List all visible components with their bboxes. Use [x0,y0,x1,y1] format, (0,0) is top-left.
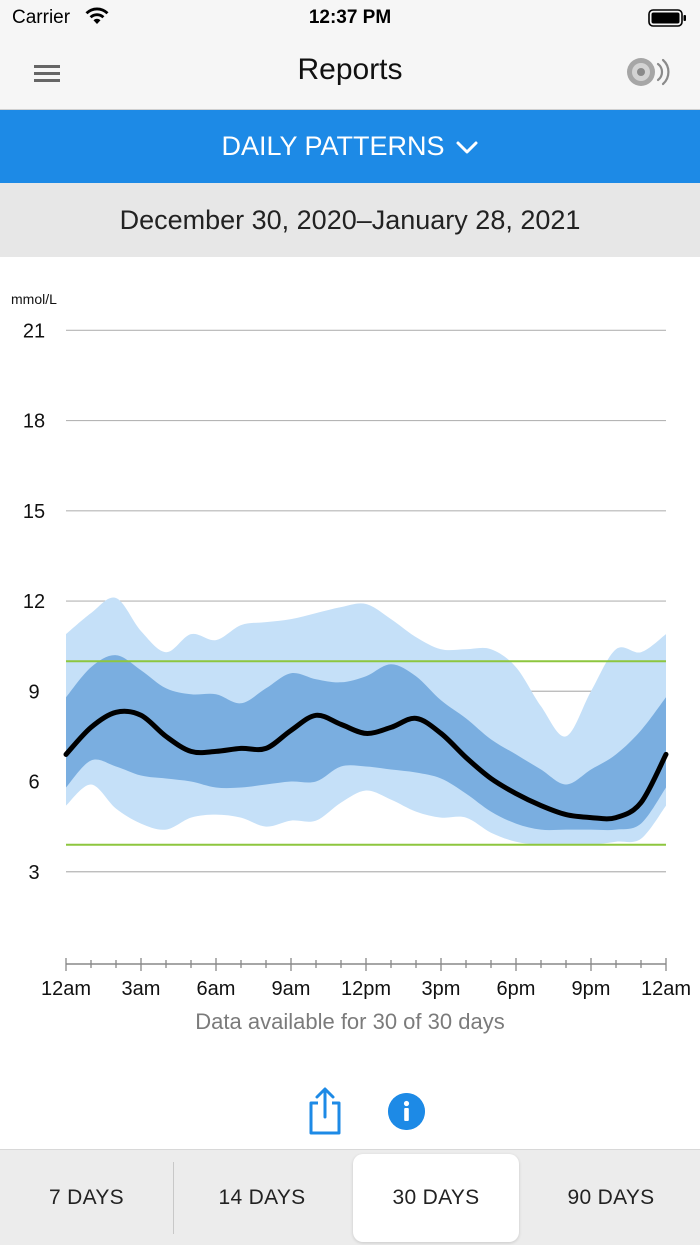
date-range-label: December 30, 2020–January 28, 2021 [119,204,581,235]
daily-patterns-chart: mmol/L 3 6 9 12 15 18 21 12am 3am 6am 9am 12pm 3pm 6pm… [11,291,691,1000]
share-icon[interactable] [306,1086,344,1136]
status-time: 12:37 PM [308,7,392,28]
sensor-scan-icon[interactable] [624,52,670,92]
status-bar: Carrier 12:37 PM [0,0,700,36]
median-line [63,708,669,822]
date-range-bar: December 30, 2020–January 28, 2021 [0,183,700,257]
x-tick-label: 6am [197,978,236,1000]
y-tick-label: 18 [23,411,45,433]
x-tick-label: 3pm [422,978,461,1000]
y-tick-label: 15 [23,501,45,523]
x-tick-label: 9pm [572,978,611,1000]
battery-icon [648,9,686,27]
y-tick-label: 3 [28,862,39,884]
y-tick-label: 6 [28,772,39,794]
tab-7-days[interactable]: 7 DAYS [49,1186,124,1209]
wifi-icon [85,7,109,24]
time-range-tab-bar: 7 DAYS 14 DAYS 30 DAYS 90 DAYS [0,1149,700,1245]
page-title: Reports [297,53,403,86]
tab-90-days[interactable]: 90 DAYS [567,1186,655,1209]
data-availability-text: Data available for 30 of 30 days [195,1009,505,1034]
y-tick-label: 12 [23,591,45,613]
x-tick-label: 12am [641,978,691,1000]
carrier-label: Carrier [12,7,71,28]
navigation-bar: Reports [0,36,700,110]
x-tick-label: 12pm [341,978,391,1000]
tab-divider [173,1162,174,1234]
tab-14-days[interactable]: 14 DAYS [218,1186,306,1209]
y-tick-label: 21 [23,320,45,342]
hamburger-menu-icon[interactable] [28,58,64,88]
y-axis-unit-label: mmol/L [11,291,57,307]
x-tick-label: 6pm [497,978,536,1000]
chevron-down-icon [456,141,478,153]
report-type-label: DAILY PATTERNS [221,131,445,161]
x-tick-label: 12am [41,978,91,1000]
inner-percentile-band [66,655,666,831]
info-icon[interactable] [388,1093,425,1130]
x-tick-label: 3am [122,978,161,1000]
report-type-selector[interactable]: DAILY PATTERNS [0,110,700,183]
x-tick-label: 9am [272,978,311,1000]
tab-30-days[interactable]: 30 DAYS [353,1154,519,1242]
y-tick-label: 9 [28,681,39,703]
